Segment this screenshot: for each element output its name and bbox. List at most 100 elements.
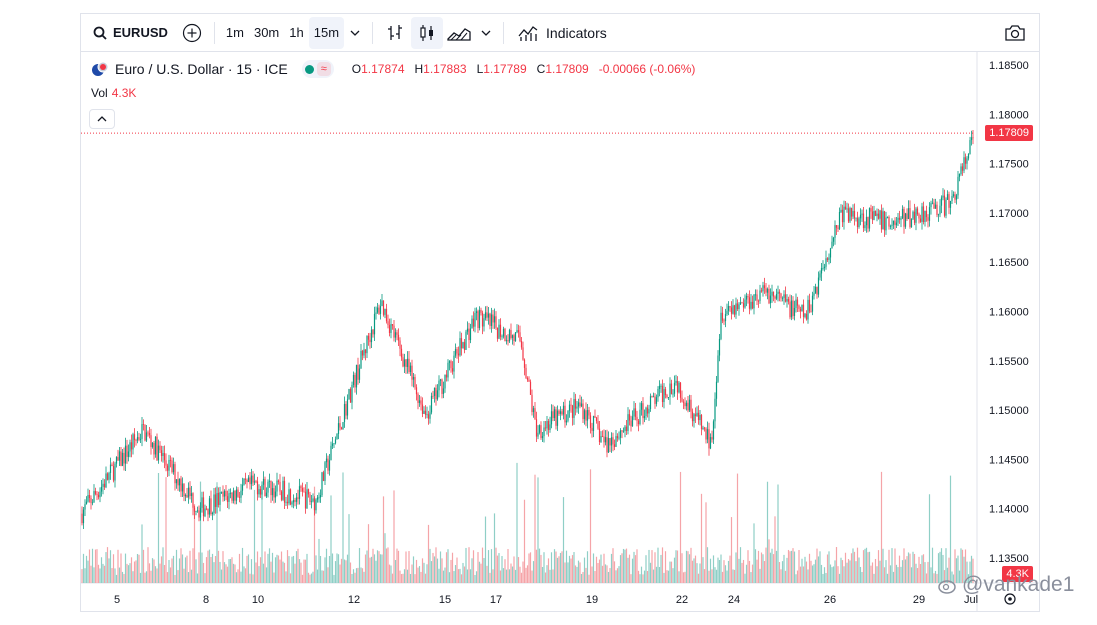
time-tick-label: 24: [728, 594, 740, 606]
candle-body: [232, 490, 235, 501]
candle-body: [276, 480, 278, 492]
bars-chart-type-button[interactable]: [379, 17, 411, 49]
candle-body: [445, 374, 448, 378]
volume-bar: [445, 552, 448, 583]
candle-body: [846, 208, 848, 210]
chart-type-dropdown[interactable]: [475, 17, 497, 49]
volume-bar: [267, 553, 269, 583]
timeframe-15m[interactable]: 15m: [308, 16, 345, 49]
candle-body: [289, 489, 292, 505]
candle-body: [415, 387, 418, 395]
volume-bar: [670, 561, 673, 583]
volume-bar: [687, 551, 689, 583]
volume-bar: [586, 551, 589, 583]
series-title[interactable]: Euro / U.S. Dollar · 15 · ICE: [115, 61, 288, 77]
candle-body: [138, 437, 140, 440]
volume-bar: [634, 555, 637, 583]
volume-bar: [927, 561, 929, 583]
collapse-legend-button[interactable]: [89, 109, 115, 129]
candle-body: [549, 424, 551, 430]
candle-body: [438, 380, 440, 391]
volume-bar: [390, 565, 392, 583]
volume-bar: [766, 481, 769, 583]
candle-body: [745, 295, 748, 300]
volume-bar: [595, 556, 598, 583]
volume-bar: [342, 472, 344, 583]
timeframe-dropdown[interactable]: [344, 17, 366, 49]
volume-bar: [160, 556, 163, 583]
volume-bar: [85, 555, 88, 583]
volume-bar: [222, 551, 224, 583]
volume-bar: [339, 564, 341, 583]
volume-bar: [232, 563, 235, 583]
candle-body: [256, 481, 259, 495]
volume-bar: [117, 549, 119, 583]
volume-bar: [877, 550, 880, 583]
candle-body: [459, 338, 461, 356]
volume-bar: [289, 573, 292, 583]
volume-bar: [157, 473, 160, 583]
volume-bar: [693, 558, 695, 583]
candle-body: [414, 376, 416, 388]
volume-bar: [481, 547, 484, 583]
timeframe-1m[interactable]: 1m: [225, 25, 244, 40]
area-chart-type-button[interactable]: [443, 17, 475, 49]
timeframe-1h[interactable]: 1h: [289, 25, 304, 40]
candle-body: [349, 388, 352, 403]
price-tick-label: 1.13500: [989, 553, 1029, 565]
volume-bar: [759, 568, 761, 583]
candle-body: [813, 293, 815, 296]
candle-body: [865, 216, 868, 226]
volume-bar: [649, 562, 652, 583]
volume-bar: [291, 556, 293, 583]
volume-bar: [619, 555, 622, 583]
timeframe-30m[interactable]: 30m: [253, 25, 280, 40]
volume-bar: [426, 564, 428, 583]
candle-body: [738, 304, 740, 310]
compare-symbol-button[interactable]: [176, 17, 208, 49]
volume-bar: [369, 557, 371, 583]
volume-bar: [126, 563, 128, 583]
volume-bar: [313, 486, 316, 583]
candle-body: [391, 324, 394, 326]
volume-bar: [274, 557, 277, 583]
volume-bar: [115, 574, 118, 583]
price-chart[interactable]: 1.18500 1.18000 1.17500 1.17000 1.16500 1.160…: [81, 14, 1039, 611]
candle-body: [330, 445, 332, 461]
candle-body: [396, 332, 398, 335]
volume-bar: [375, 560, 377, 583]
volume-bar: [834, 560, 836, 583]
volume-bar: [156, 568, 158, 583]
candle-body: [633, 408, 635, 417]
candle-body: [540, 425, 542, 438]
volume-bar: [162, 547, 164, 583]
volume-bar: [564, 562, 566, 583]
candle-body: [462, 342, 464, 349]
snapshot-button[interactable]: [999, 17, 1031, 49]
candle-body: [912, 211, 914, 219]
candle-body: [844, 206, 847, 210]
candle-body: [931, 202, 934, 204]
candlestick-icon: [420, 24, 434, 41]
volume-bar: [936, 573, 938, 583]
volume-bar: [384, 533, 386, 583]
candle-body: [423, 410, 425, 414]
market-status-pill[interactable]: ≈: [301, 60, 334, 78]
volume-bar: [301, 574, 304, 583]
candle-body: [375, 312, 377, 314]
candle-body: [144, 424, 146, 441]
candle-body: [580, 403, 583, 407]
volume-bar: [285, 571, 287, 583]
volume-bar: [229, 559, 232, 583]
volume-bar: [810, 560, 812, 583]
volume-bar: [681, 553, 683, 583]
volume-bar: [571, 555, 574, 583]
symbol-search-button[interactable]: EURUSD: [81, 17, 176, 49]
indicators-button[interactable]: Indicators: [510, 17, 615, 49]
candle-body: [400, 348, 403, 358]
candles-chart-type-button[interactable]: [411, 16, 444, 49]
candle-body: [594, 415, 596, 418]
candle-body: [780, 293, 782, 299]
volume-bar: [123, 573, 125, 583]
candle-body: [933, 202, 935, 209]
